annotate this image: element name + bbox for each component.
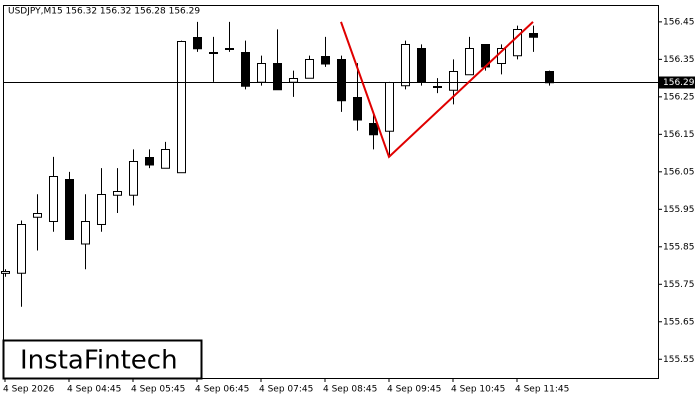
candle-body bbox=[417, 48, 426, 83]
x-tick-label: 4 Sep 07:45 bbox=[259, 385, 313, 395]
x-tick-label: 4 Sep 2026 bbox=[3, 385, 55, 395]
candle-body bbox=[529, 33, 538, 38]
candle-body bbox=[545, 71, 554, 84]
y-tick-label: 155.75 bbox=[663, 280, 695, 290]
candle-body bbox=[433, 86, 442, 88]
logo-box bbox=[2, 339, 203, 380]
candle-body bbox=[289, 78, 298, 83]
candle-body bbox=[65, 179, 74, 240]
candle-body bbox=[225, 48, 234, 50]
last-price-label: 156.29 bbox=[663, 78, 695, 88]
candle-body bbox=[513, 29, 522, 57]
candle-body bbox=[33, 213, 42, 218]
candle-body bbox=[257, 63, 266, 83]
y-tick-label: 156.25 bbox=[663, 92, 695, 102]
x-tick-label: 4 Sep 11:45 bbox=[515, 385, 569, 395]
candle-body bbox=[161, 149, 170, 169]
y-tick-label: 156.15 bbox=[663, 130, 695, 140]
brand-logo: InstaFintech bbox=[20, 346, 178, 376]
last-price-box bbox=[659, 76, 695, 89]
candle-body bbox=[385, 82, 394, 132]
candle-body bbox=[321, 56, 330, 65]
x-tick-label: 4 Sep 09:45 bbox=[387, 385, 441, 395]
candle-body bbox=[1, 271, 10, 274]
candle-body bbox=[209, 52, 218, 54]
candle-body bbox=[401, 44, 410, 87]
x-tick-label: 4 Sep 10:45 bbox=[451, 385, 505, 395]
candle-body bbox=[369, 123, 378, 136]
candle-body bbox=[241, 52, 250, 87]
y-tick-label: 156.05 bbox=[663, 167, 695, 177]
candle-body bbox=[449, 71, 458, 91]
candle-body bbox=[17, 224, 26, 274]
candle-body bbox=[113, 191, 122, 196]
candle-body bbox=[337, 59, 346, 102]
pattern-line bbox=[340, 21, 534, 159]
candle-body bbox=[129, 161, 138, 196]
x-tick-label: 4 Sep 04:45 bbox=[67, 385, 121, 395]
candle-body bbox=[97, 194, 106, 225]
y-tick-label: 155.55 bbox=[663, 355, 695, 365]
y-tick-label: 155.85 bbox=[663, 242, 695, 252]
candle-body bbox=[353, 97, 362, 121]
x-tick-label: 4 Sep 08:45 bbox=[323, 385, 377, 395]
candle-body bbox=[145, 157, 154, 166]
x-tick-label: 4 Sep 06:45 bbox=[195, 385, 249, 395]
y-tick-label: 156.35 bbox=[663, 55, 695, 65]
candle-body bbox=[193, 37, 202, 50]
candle-body bbox=[465, 48, 474, 76]
candle-body bbox=[49, 176, 58, 222]
x-tick-label: 4 Sep 05:45 bbox=[131, 385, 185, 395]
y-tick-label: 156.45 bbox=[663, 17, 695, 27]
y-tick-label: 155.65 bbox=[663, 317, 695, 327]
y-tick-label: 155.95 bbox=[663, 205, 695, 215]
candle-body bbox=[305, 59, 314, 79]
candle-body bbox=[273, 63, 282, 91]
plot-frame bbox=[3, 5, 659, 379]
chart-title: USDJPY,M15 156.32 156.32 156.28 156.29 bbox=[8, 7, 200, 17]
candle-body bbox=[81, 221, 90, 245]
candle-body bbox=[177, 41, 186, 174]
